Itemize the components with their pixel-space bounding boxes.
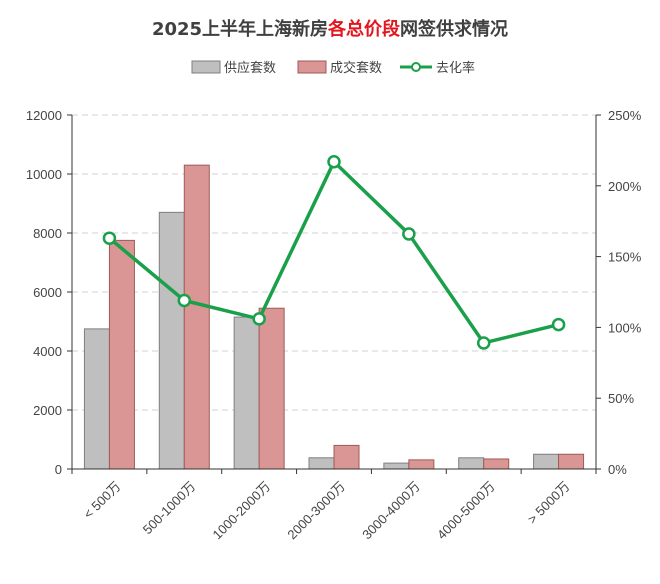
bar-deal <box>108 239 135 470</box>
left-axis-tick-label: 2000 <box>33 403 62 418</box>
x-axis-tick-label: 3000-4000万 <box>359 479 423 543</box>
bar-supply <box>233 316 260 470</box>
bar-supply <box>308 457 335 470</box>
point-ratio <box>102 231 117 245</box>
right-axis-tick-label: 100% <box>608 320 642 335</box>
point-ratio <box>327 154 341 169</box>
point-ratio <box>551 317 566 332</box>
bar-deal <box>558 453 585 470</box>
legend-marker-ratio <box>411 62 421 72</box>
gridlines <box>72 114 596 411</box>
bar-deal <box>408 459 435 470</box>
bar-supply <box>383 462 410 470</box>
legend-label-deal: 成交套数 <box>330 60 382 76</box>
right-axis-tick-label: 200% <box>608 179 642 194</box>
bar-series <box>83 164 585 470</box>
right-axis-tick-label: 250% <box>608 108 642 123</box>
x-axis-tick-label: 4000-5000万 <box>434 479 498 543</box>
bar-deal <box>333 444 360 470</box>
x-axis-tick-label: 2000-3000万 <box>284 479 348 543</box>
bar-deal <box>183 164 210 470</box>
legend-label-ratio: 去化率 <box>436 60 475 76</box>
title-prefix: 2025上半年上海新房 <box>152 18 328 40</box>
legend-label-supply: 供应套数 <box>224 60 276 76</box>
bar-supply <box>158 211 185 470</box>
chart-title: 2025上半年上海新房各总价段网签供求情况 <box>152 18 508 40</box>
axes <box>67 114 601 474</box>
x-axis-tick-label: 1000-2000万 <box>210 479 274 543</box>
point-ratio <box>402 227 416 241</box>
left-axis-tick-label: 4000 <box>33 344 62 359</box>
right-axis-tick-label: 150% <box>608 250 642 265</box>
x-axis-tick-label: < 500万 <box>80 479 123 522</box>
point-ratio <box>177 293 192 308</box>
left-axis-tick-label: 8000 <box>33 226 62 241</box>
title-suffix: 网签供求情况 <box>400 18 508 40</box>
left-axis-tick-label: 10000 <box>26 167 62 182</box>
x-axis-tick-label: > 5000万 <box>525 479 573 527</box>
legend-swatch-supply <box>191 60 221 74</box>
bar-deal <box>483 458 510 470</box>
bar-deal <box>258 307 285 470</box>
left-axis-tick-label: 0 <box>55 462 62 477</box>
legend: 供应套数 成交套数 去化率 <box>191 60 475 76</box>
right-axis-tick-label: 0% <box>608 462 627 477</box>
point-ratio <box>252 312 266 326</box>
line-series <box>102 154 566 350</box>
bar-supply <box>533 453 560 470</box>
bar-supply <box>458 457 485 470</box>
title-highlight: 各总价段 <box>327 18 401 40</box>
left-axis-tick-label: 12000 <box>26 108 62 123</box>
x-axis-tick-label: 500-1000万 <box>140 479 199 538</box>
point-ratio <box>476 336 491 350</box>
legend-swatch-deal <box>297 60 327 74</box>
right-axis-tick-label: 50% <box>608 391 634 406</box>
bar-supply <box>83 328 110 470</box>
left-axis-tick-label: 6000 <box>33 285 62 300</box>
